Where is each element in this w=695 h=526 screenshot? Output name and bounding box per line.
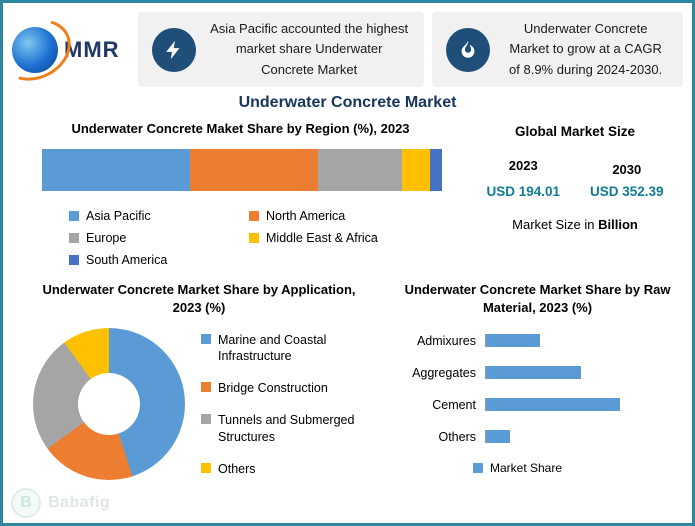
- legend-swatch: [69, 211, 79, 222]
- market-size-title: Global Market Size: [514, 124, 636, 139]
- bar-row: Admixures: [393, 334, 682, 348]
- watermark: B Babafig: [11, 488, 110, 518]
- legend-label: Middle East & Africa: [266, 231, 378, 246]
- raw-material-legend: Market Share: [393, 461, 642, 475]
- legend-item: Europe: [69, 231, 249, 245]
- legend-item: North America: [249, 209, 468, 223]
- bar-row: Aggregates: [393, 366, 682, 380]
- legend-swatch: [201, 333, 211, 344]
- region-chart-section: Underwater Concrete Maket Share by Regio…: [13, 118, 468, 267]
- donut-hole: [78, 372, 140, 435]
- legend-item: Bridge Construction: [201, 380, 359, 397]
- year-label: 2023: [508, 158, 538, 173]
- legend-swatch: [69, 233, 79, 244]
- page-title: Underwater Concrete Market: [238, 94, 457, 111]
- region-legend: Asia Pacific North America Europe Middle Ea…: [69, 209, 468, 267]
- region-bar-segment: [402, 149, 430, 192]
- logo-text: MMR: [64, 36, 120, 62]
- bar-track: [485, 398, 635, 412]
- market-size-value: USD 352.39: [590, 184, 664, 199]
- mid-row: Underwater Concrete Maket Share by Regio…: [3, 118, 692, 267]
- legend-label: North America: [266, 209, 346, 224]
- legend-item: Asia Pacific: [69, 209, 249, 223]
- bar-row: Cement: [393, 398, 682, 412]
- raw-material-bar-chart: Admixures Aggregates Cement Others: [393, 334, 682, 444]
- application-legend: Marine and Coastal Infrastructure Bridge …: [201, 328, 359, 480]
- region-bar-segment: [318, 149, 402, 192]
- raw-material-chart-section: Underwater Concrete Market Share by Raw …: [385, 281, 682, 479]
- watermark-logo-icon: B: [11, 488, 41, 518]
- legend-swatch: [201, 382, 211, 393]
- category-label: Others: [438, 429, 476, 444]
- legend-item: Others: [201, 461, 359, 478]
- application-chart-title: Underwater Concrete Market Share by Appl…: [42, 282, 356, 316]
- globe-icon: [12, 26, 58, 73]
- bar-track: [485, 334, 635, 348]
- legend-label: Tunnels and Submerged Structures: [218, 413, 355, 445]
- category-label: Admixures: [416, 333, 476, 348]
- flame-icon: [446, 27, 491, 72]
- legend-item: South America: [69, 253, 249, 267]
- region-bar-segment: [430, 149, 442, 192]
- bar: [486, 366, 582, 380]
- watermark-text: Babafig: [48, 494, 111, 511]
- header: MMR Asia Pacific accounted the highest m…: [3, 3, 692, 87]
- callout-text: Underwater Concrete Market to grow at a …: [509, 21, 663, 77]
- region-stacked-bar: [42, 149, 442, 192]
- legend-item: Marine and Coastal Infrastructure: [201, 332, 359, 366]
- legend-swatch: [249, 233, 259, 244]
- category-label: Aggregates: [412, 365, 476, 380]
- market-size-2030: 2030 USD 352.39: [590, 158, 664, 199]
- callout-text: Asia Pacific accounted the highest marke…: [210, 21, 409, 77]
- note-bold: Billion: [598, 217, 638, 232]
- legend-swatch: [201, 414, 211, 425]
- bar-track: [485, 366, 635, 380]
- market-size-years: 2023 USD 194.01 2030 USD 352.39: [468, 158, 682, 199]
- bar-track: [485, 430, 635, 444]
- region-bar-segment: [42, 149, 190, 192]
- mmr-logo: MMR: [12, 12, 130, 87]
- legend-label: South America: [86, 253, 168, 268]
- legend-label: Asia Pacific: [86, 209, 151, 224]
- market-size-note: Market Size in Billion: [468, 217, 682, 232]
- region-chart-title: Underwater Concrete Maket Share by Regio…: [71, 121, 410, 136]
- market-size-2023: 2023 USD 194.01: [486, 158, 560, 199]
- legend-item: Tunnels and Submerged Structures: [201, 412, 359, 446]
- legend-label: Others: [218, 461, 256, 476]
- bar-row: Others: [393, 430, 682, 444]
- legend-label: Market Share: [489, 460, 563, 475]
- legend-label: Bridge Construction: [218, 381, 328, 396]
- bar: [486, 430, 510, 444]
- note-prefix: Market Size in: [512, 217, 599, 232]
- legend-item: Middle East & Africa: [249, 231, 468, 245]
- application-chart-section: Underwater Concrete Market Share by Appl…: [13, 281, 385, 480]
- legend-swatch: [249, 211, 259, 222]
- legend-swatch: [69, 255, 79, 266]
- year-label: 2030: [612, 162, 642, 177]
- raw-material-chart-title: Underwater Concrete Market Share by Raw …: [404, 282, 671, 316]
- bottom-row: Underwater Concrete Market Share by Appl…: [3, 281, 692, 480]
- legend-label: Marine and Coastal Infrastructure: [218, 332, 327, 364]
- region-bar-segment: [190, 149, 318, 192]
- donut-wrap: Marine and Coastal Infrastructure Bridge …: [13, 327, 385, 480]
- legend-label: Europe: [86, 231, 127, 246]
- market-size-value: USD 194.01: [486, 184, 560, 199]
- bar: [486, 398, 621, 412]
- bar: [486, 334, 540, 348]
- category-label: Cement: [432, 397, 476, 412]
- callout-cagr: Underwater Concrete Market to grow at a …: [432, 12, 683, 87]
- lightning-icon: [152, 27, 196, 72]
- market-size-panel: Global Market Size 2023 USD 194.01 2030 …: [468, 118, 682, 267]
- callout-market-share: Asia Pacific accounted the highest marke…: [138, 12, 425, 87]
- application-donut-chart: [33, 327, 185, 480]
- legend-swatch: [472, 462, 483, 473]
- legend-swatch: [201, 462, 211, 473]
